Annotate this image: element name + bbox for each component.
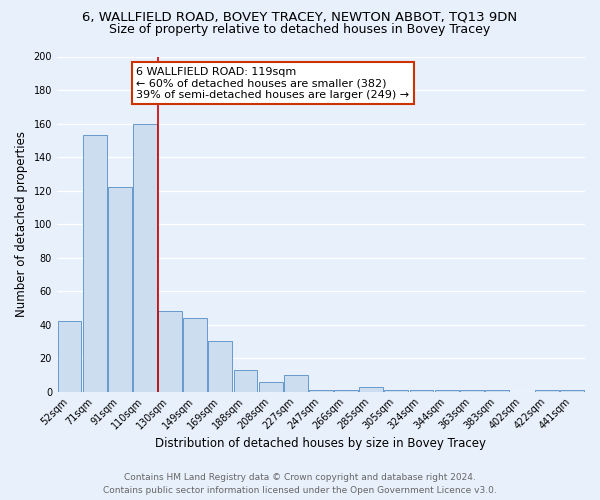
Bar [233,370,257,392]
Bar [183,318,207,392]
Bar [309,390,333,392]
Bar [385,390,409,392]
Bar [410,390,433,392]
Bar [284,375,308,392]
Bar [460,390,484,392]
X-axis label: Distribution of detached houses by size in Bovey Tracey: Distribution of detached houses by size … [155,437,487,450]
Y-axis label: Number of detached properties: Number of detached properties [15,131,28,317]
Text: Contains HM Land Registry data © Crown copyright and database right 2024.
Contai: Contains HM Land Registry data © Crown c… [103,474,497,495]
Bar [560,390,584,392]
Bar [208,342,232,392]
Bar [158,311,182,392]
Bar [435,390,458,392]
Text: Size of property relative to detached houses in Bovey Tracey: Size of property relative to detached ho… [109,22,491,36]
Bar [334,390,358,392]
Text: 6 WALLFIELD ROAD: 119sqm
← 60% of detached houses are smaller (382)
39% of semi-: 6 WALLFIELD ROAD: 119sqm ← 60% of detach… [136,66,409,100]
Bar [83,135,107,392]
Text: 6, WALLFIELD ROAD, BOVEY TRACEY, NEWTON ABBOT, TQ13 9DN: 6, WALLFIELD ROAD, BOVEY TRACEY, NEWTON … [82,10,518,23]
Bar [359,386,383,392]
Bar [133,124,157,392]
Bar [259,382,283,392]
Bar [485,390,509,392]
Bar [535,390,559,392]
Bar [108,187,132,392]
Bar [58,321,82,392]
